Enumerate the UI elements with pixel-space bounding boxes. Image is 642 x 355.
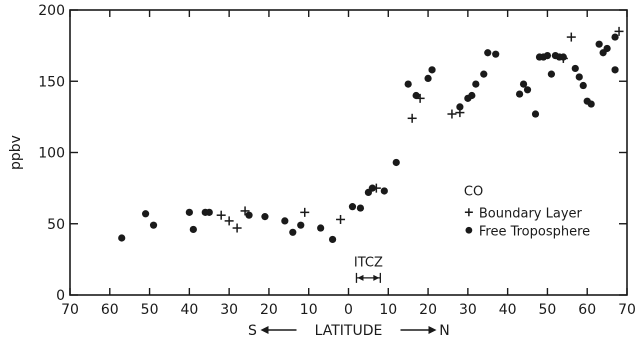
free-troposphere-point [515,90,524,98]
free-troposphere-point [348,203,357,211]
free-troposphere-point [368,184,376,192]
free-troposphere-point [571,64,579,73]
x-tick-label: 10 [379,302,397,318]
boundary-layer-point [216,210,226,220]
y-tick-label: 150 [38,74,65,90]
free-troposphere-point [317,224,325,232]
x-tick-label: 40 [499,302,517,318]
free-troposphere-point [559,53,567,61]
axes [69,9,628,296]
boundary-layer-point [614,26,624,36]
x-tick-label: 70 [618,302,636,318]
free-troposphere-point [412,91,420,100]
free-troposphere-point [579,81,587,90]
x-tick-label: 30 [459,302,477,318]
x-tick-label: 20 [419,302,437,318]
free-troposphere-point [380,187,388,195]
free-troposphere-point [611,33,619,41]
free-troposphere-point [141,210,150,218]
free-troposphere-point [428,66,436,74]
tick-marks [69,9,628,296]
free-troposphere-point [281,217,289,225]
x-tick-label: 20 [260,302,278,318]
free-troposphere-point [118,234,126,242]
boundary-layer-point [566,32,576,42]
legend-label-boundary-layer: Boundary Layer [479,206,583,221]
free-troposphere-point [297,221,305,229]
free-troposphere-point [404,80,412,88]
x-tick-label: 50 [539,302,557,318]
x-tick-label: 60 [101,302,119,318]
y-tick-label: 50 [47,217,65,233]
free-troposphere-point [611,66,619,74]
legend-marker-plus [464,208,473,217]
free-troposphere-point [392,158,400,167]
legend: CO Boundary Layer Free Troposphere [464,184,590,239]
free-troposphere-point [480,70,488,78]
free-troposphere-point [519,80,528,88]
free-troposphere-point [356,204,365,212]
free-troposphere-point [543,52,552,60]
y-tick-label: 0 [56,288,65,304]
y-tick-labels: 0 50 100 150 200 [38,3,65,304]
free-troposphere-point [587,100,595,108]
boundary-layer-point [407,113,417,123]
x-axis-arrow-north-head [428,326,437,334]
boundary-layer-point [232,223,242,233]
y-tick-label: 200 [38,3,65,19]
x-axis-arrow-south-head [260,326,269,334]
legend-label-free-troposphere: Free Troposphere [479,224,590,239]
x-tick-labels: 70 60 50 40 30 20 10 0 10 20 30 40 50 60 70 [61,302,636,318]
free-troposphere-point [149,221,158,229]
x-tick-label: 10 [300,302,318,318]
free-troposphere-point [424,74,432,82]
free-troposphere-point [603,44,611,53]
x-axis-label-south: S [248,323,257,339]
x-tick-label: 60 [578,302,596,318]
itcz-annotation: ITCZ [354,256,383,283]
free-troposphere-point [185,208,193,216]
x-tick-label: 40 [180,302,198,318]
free-troposphere-point [547,70,556,78]
legend-title: CO [464,184,483,199]
free-troposphere-point [575,73,583,81]
free-troposphere-point [595,40,603,48]
free-troposphere-point [245,211,253,219]
free-troposphere-point [523,86,532,94]
x-tick-label: 30 [220,302,238,318]
plot-frame [69,9,628,296]
itcz-arrow-left [357,274,364,281]
free-troposphere-point [456,103,464,111]
x-axis-label: S LATITUDE N [248,323,450,339]
boundary-layer-point [240,206,250,216]
y-axis-label: ppbv [8,135,24,170]
boundary-layer-point [447,109,457,119]
free-troposphere-point [492,50,500,58]
x-axis-label-latitude: LATITUDE [315,323,383,339]
free-troposphere-point [484,49,492,57]
itcz-arrow-right [373,274,380,281]
free-troposphere-point [328,235,337,244]
boundary-layer-point [224,216,234,226]
free-troposphere-point [468,91,476,100]
x-tick-label: 0 [344,302,353,318]
x-axis-label-north: N [439,323,449,339]
boundary-layer-point [300,207,310,217]
y-tick-label: 100 [38,146,65,162]
free-troposphere-point [472,80,480,88]
itcz-label: ITCZ [354,256,383,271]
free-troposphere-point [289,228,297,236]
free-troposphere-point [531,110,540,118]
boundary-layer-point [336,214,346,224]
free-troposphere-point [189,225,197,234]
free-troposphere-point [205,208,213,216]
x-tick-label: 50 [141,302,159,318]
x-tick-label: 70 [61,302,79,318]
free-troposphere-point [261,213,269,221]
data-points [118,26,624,244]
legend-marker-dot [465,226,473,234]
